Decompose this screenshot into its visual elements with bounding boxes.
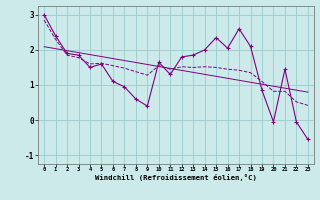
X-axis label: Windchill (Refroidissement éolien,°C): Windchill (Refroidissement éolien,°C)	[95, 174, 257, 181]
